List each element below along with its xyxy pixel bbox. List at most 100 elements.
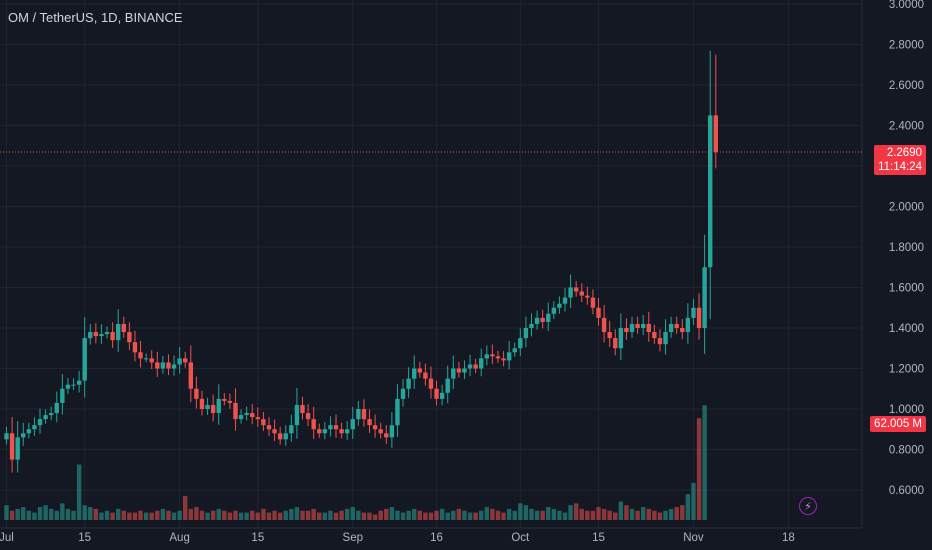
candle-body [534, 317, 540, 324]
volume-bar [233, 510, 238, 520]
candle-body [88, 332, 93, 339]
candle-body [300, 404, 305, 414]
volume-bar [4, 505, 9, 520]
volume-bar [344, 508, 350, 520]
candle-body [384, 433, 389, 438]
x-tick-label: 15 [592, 532, 605, 544]
volume-bar [451, 510, 456, 520]
x-tick-label: Sep [343, 532, 363, 544]
candle-body [60, 388, 65, 403]
volume-bar [473, 512, 478, 520]
candle-body [344, 429, 350, 434]
candle-body [210, 404, 216, 414]
candle-body [680, 328, 685, 333]
volume-bar [384, 508, 389, 520]
volume-bar [300, 510, 305, 520]
volume-bar [674, 507, 679, 520]
volume-bar [540, 510, 545, 520]
candle-body [71, 384, 76, 386]
candle-body [244, 413, 249, 416]
volume-bar [37, 507, 43, 520]
candle-body [250, 413, 255, 418]
candle-body [160, 362, 166, 369]
volume-bar [372, 514, 378, 520]
candle-body [702, 267, 707, 328]
volume-bar [132, 512, 138, 520]
candle-body [21, 433, 26, 438]
candle-body [518, 338, 523, 349]
volume-bar [138, 510, 143, 520]
candle-body [674, 323, 679, 328]
candle-body [26, 429, 32, 434]
volume-bar [596, 507, 601, 520]
volume-bar [244, 512, 249, 520]
candle-body [434, 388, 439, 399]
candle-body [127, 332, 132, 343]
lightning-icon[interactable]: ⚡ [799, 497, 817, 515]
volume-bar [479, 510, 484, 520]
volume-bar [104, 510, 110, 520]
volume-bar [121, 510, 126, 520]
volume-bar [361, 512, 367, 520]
volume-bar [127, 512, 132, 520]
volume-bar [227, 512, 233, 520]
candle-body [32, 425, 37, 430]
candle-body [277, 433, 283, 440]
volume-bar [82, 505, 87, 520]
candle-body [657, 338, 663, 345]
volume-bar [255, 512, 261, 520]
volume-bar [328, 510, 333, 520]
volume-bar [551, 508, 557, 520]
volume-bar [652, 510, 657, 520]
volume-bar [562, 512, 568, 520]
volume-bar [618, 501, 624, 520]
y-tick-label: 1.0000 [889, 404, 924, 416]
candle-body [350, 419, 355, 430]
volume-bar [579, 508, 584, 520]
volume-bar [546, 507, 551, 520]
candle-body [618, 328, 624, 349]
volume-bar [210, 510, 216, 520]
volume-bar [266, 512, 272, 520]
y-tick-label: 0.8000 [889, 445, 924, 457]
y-tick-label: 2.8000 [889, 40, 924, 52]
volume-bar [143, 512, 149, 520]
volume-bar [640, 507, 646, 520]
candle-body [283, 433, 288, 440]
candle-body [696, 307, 702, 328]
x-tick-label: Aug [169, 532, 189, 544]
candle-body [467, 364, 473, 369]
candle-body [311, 419, 316, 430]
candle-body [400, 388, 406, 399]
candle-body [132, 342, 138, 353]
candle-body [305, 413, 311, 420]
volume-bar [389, 507, 395, 520]
candle-body [417, 368, 422, 373]
volume-bar [43, 505, 48, 520]
candle-body [713, 115, 718, 153]
candle-body [199, 398, 205, 409]
candle-body [149, 358, 154, 363]
candle-body [272, 429, 277, 434]
candle-body [568, 287, 573, 298]
volume-bar [88, 507, 93, 520]
candle-body [93, 332, 99, 337]
candle-body [361, 409, 367, 420]
volume-bar [305, 510, 311, 520]
volume-bar [15, 508, 20, 520]
volume-bar [333, 512, 339, 520]
volume-bar [439, 508, 445, 520]
volume-bar [484, 507, 490, 520]
candle-body [155, 362, 160, 369]
volume-bar [149, 512, 154, 520]
y-tick-label: 1.6000 [889, 283, 924, 295]
volume-bar [65, 508, 71, 520]
candle-body [590, 297, 596, 308]
volume-bar [54, 510, 59, 520]
volume-bar [48, 508, 54, 520]
candle-body [322, 429, 328, 434]
candle-body [328, 425, 333, 430]
candle-body [143, 358, 149, 360]
volume-bar [199, 510, 205, 520]
